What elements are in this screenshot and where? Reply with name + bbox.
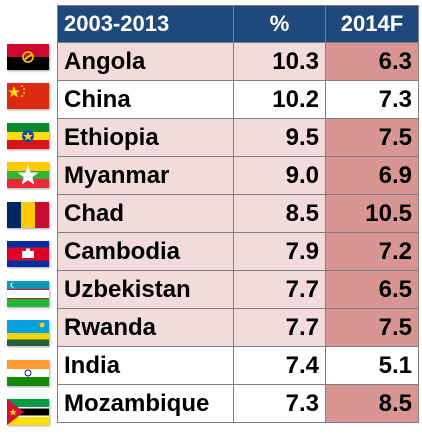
china-flag-icon bbox=[7, 83, 49, 109]
cambodia-flag-icon bbox=[7, 241, 49, 267]
country-name: Angola bbox=[57, 42, 234, 81]
country-name: Uzbekistan bbox=[57, 270, 234, 309]
country-name: Ethiopia bbox=[57, 118, 234, 157]
period-growth-value: 9.0 bbox=[233, 156, 326, 195]
period-growth-value: 7.4 bbox=[233, 346, 326, 385]
table-row: Uzbekistan 7.7 6.5 bbox=[57, 270, 419, 309]
country-name: China bbox=[57, 80, 234, 119]
india-flag-icon bbox=[7, 360, 49, 386]
table-row: Angola 10.3 6.3 bbox=[57, 42, 419, 81]
table-header-row: 2003-2013 % 2014F bbox=[57, 5, 419, 43]
country-name: Myanmar bbox=[57, 156, 234, 195]
forecast-value: 7.3 bbox=[325, 80, 419, 119]
period-growth-value: 10.3 bbox=[233, 42, 326, 81]
column-header-percent: % bbox=[233, 5, 326, 43]
table-row: Rwanda 7.7 7.5 bbox=[57, 308, 419, 347]
country-name: Mozambique bbox=[57, 384, 234, 423]
period-growth-value: 9.5 bbox=[233, 118, 326, 157]
growth-table: 2003-2013 % 2014F Angola 10.3 6.3 China … bbox=[57, 5, 419, 423]
forecast-value: 6.3 bbox=[325, 42, 419, 81]
period-growth-value: 7.3 bbox=[233, 384, 326, 423]
forecast-value: 7.5 bbox=[325, 308, 419, 347]
forecast-value: 6.9 bbox=[325, 156, 419, 195]
table-row: Cambodia 7.9 7.2 bbox=[57, 232, 419, 271]
table-row: Chad 8.5 10.5 bbox=[57, 194, 419, 233]
country-name: Chad bbox=[57, 194, 234, 233]
forecast-value: 6.5 bbox=[325, 270, 419, 309]
chad-flag-icon bbox=[7, 202, 49, 228]
angola-flag-icon bbox=[7, 44, 49, 70]
period-growth-value: 10.2 bbox=[233, 80, 326, 119]
forecast-value: 5.1 bbox=[325, 346, 419, 385]
country-name: Rwanda bbox=[57, 308, 234, 347]
uzbekistan-flag-icon bbox=[7, 281, 49, 307]
country-name: Cambodia bbox=[57, 232, 234, 271]
forecast-value: 8.5 bbox=[325, 384, 419, 423]
forecast-value: 7.5 bbox=[325, 118, 419, 157]
column-header-forecast: 2014F bbox=[325, 5, 419, 43]
period-growth-value: 7.9 bbox=[233, 232, 326, 271]
period-growth-value: 8.5 bbox=[233, 194, 326, 233]
table-row: Mozambique 7.3 8.5 bbox=[57, 384, 419, 423]
mozambique-flag-icon bbox=[7, 399, 49, 425]
table-row: China 10.2 7.3 bbox=[57, 80, 419, 119]
forecast-value: 7.2 bbox=[325, 232, 419, 271]
rwanda-flag-icon bbox=[7, 320, 49, 346]
myanmar-flag-icon bbox=[7, 162, 49, 188]
table-row: Myanmar 9.0 6.9 bbox=[57, 156, 419, 195]
country-name: India bbox=[57, 346, 234, 385]
ethiopia-flag-icon bbox=[7, 123, 49, 149]
column-header-period: 2003-2013 bbox=[57, 5, 234, 43]
forecast-value: 10.5 bbox=[325, 194, 419, 233]
period-growth-value: 7.7 bbox=[233, 308, 326, 347]
table-row: Ethiopia 9.5 7.5 bbox=[57, 118, 419, 157]
table-row: India 7.4 5.1 bbox=[57, 346, 419, 385]
period-growth-value: 7.7 bbox=[233, 270, 326, 309]
